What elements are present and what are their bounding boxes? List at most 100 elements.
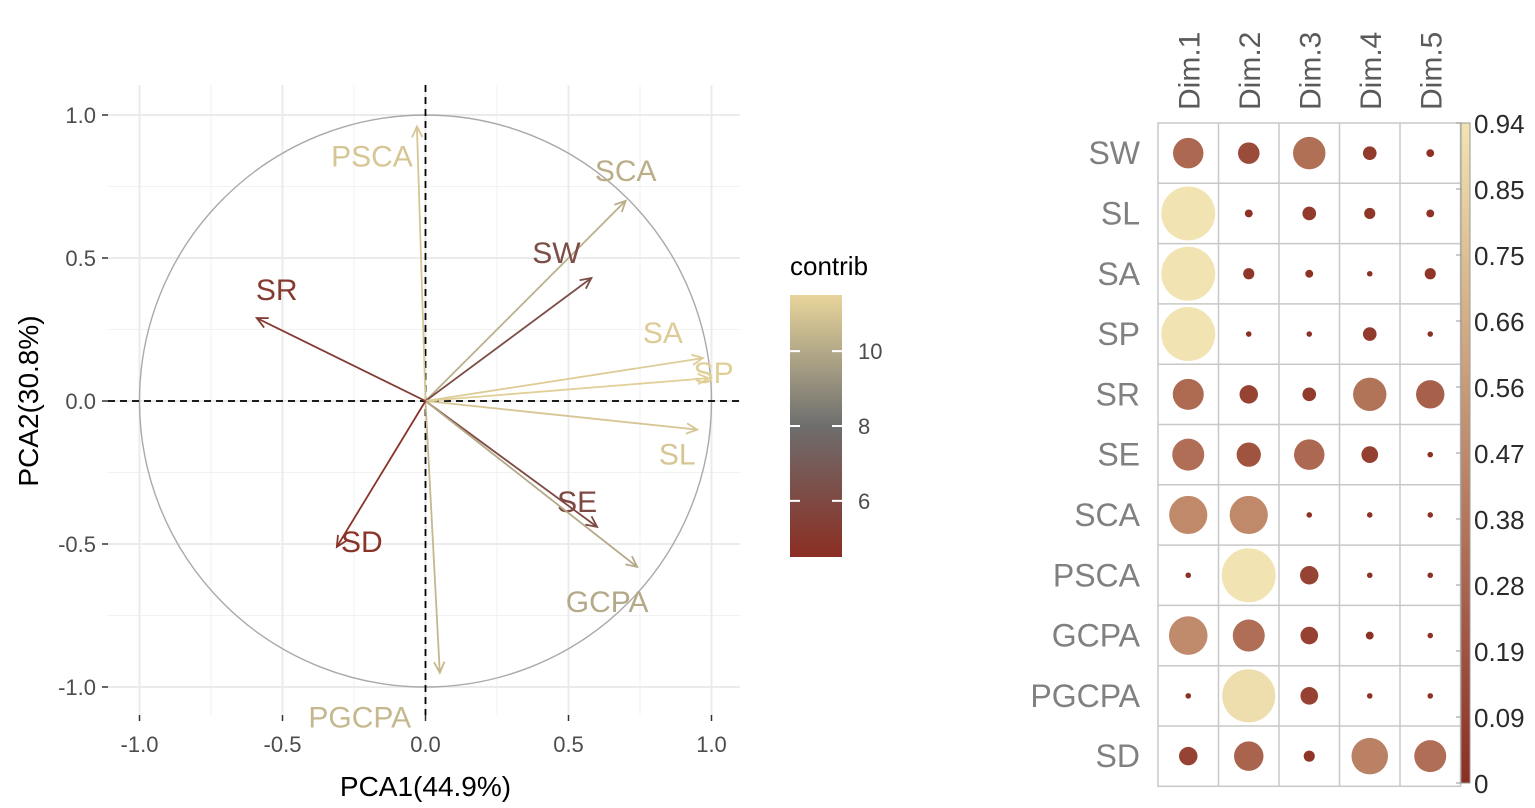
correlation-dot [1237, 142, 1260, 164]
correlation-dot [1427, 451, 1434, 458]
row-label: SL [1101, 195, 1140, 231]
correlation-dot [1172, 438, 1205, 471]
correlation-dot [1427, 512, 1434, 518]
correlation-dot [1362, 327, 1377, 341]
column-label: Dim.3 [1294, 32, 1327, 110]
correlation-dot [1300, 566, 1319, 585]
row-label: SW [1088, 135, 1140, 171]
correlation-dot [1244, 209, 1253, 218]
correlation-dot [1427, 632, 1434, 639]
x-tick-label: 0.0 [410, 732, 441, 757]
row-label: PGCPA [1030, 678, 1140, 714]
vector-arrow [424, 400, 638, 568]
correlation-dot [1427, 331, 1434, 337]
column-label: Dim.1 [1173, 32, 1206, 110]
correlation-dot [1427, 572, 1434, 579]
correlation-dot [1424, 268, 1436, 280]
colorbar-tick-label: 0.85 [1474, 175, 1525, 205]
legend-title: contrib [790, 251, 868, 281]
correlation-dot [1366, 512, 1373, 518]
y-tick-label: -0.5 [58, 532, 96, 557]
correlation-dot [1229, 495, 1268, 535]
correlation-dot [1221, 548, 1276, 603]
arrow-head [585, 515, 599, 529]
vector-arrow [424, 400, 441, 673]
correlation-dot [1303, 750, 1315, 762]
vector-label: SR [256, 274, 298, 307]
arrow-head [254, 317, 269, 329]
vector-label: PSCA [331, 140, 413, 173]
vector-arrow [425, 377, 709, 402]
correlation-dot [1185, 572, 1192, 579]
correlation-dot [1353, 377, 1387, 412]
legend-tick-label: 10 [858, 339, 882, 364]
vector-label: SA [643, 317, 683, 350]
arrow-head [411, 124, 424, 138]
row-label: SE [1097, 437, 1140, 473]
arrow-head [625, 555, 639, 569]
correlation-dot [1366, 270, 1373, 277]
correlation-dot [1351, 737, 1389, 775]
correlation-dot [1362, 146, 1377, 160]
row-label: SCA [1074, 497, 1140, 533]
row-label: SA [1097, 256, 1140, 292]
correlation-dot [1161, 307, 1216, 362]
vector-arrow [424, 277, 592, 402]
correlation-dot [1161, 246, 1216, 301]
colorbar-tick-label: 0.66 [1474, 307, 1525, 337]
row-label: SD [1096, 738, 1140, 774]
vector-arrow [424, 200, 627, 402]
colorbar-tick-label: 0.94 [1474, 109, 1525, 139]
arrow-head [691, 353, 705, 366]
correlation-dot [1236, 442, 1261, 467]
vector-arrow [424, 400, 598, 528]
y-tick-label: 0.5 [65, 246, 96, 271]
colorbar-tick-label: 0 [1474, 769, 1488, 799]
correlation-dot [1427, 693, 1434, 699]
correlation-dot [1364, 207, 1376, 220]
correlation-dot [1243, 268, 1255, 280]
correlation-dot [1414, 740, 1447, 773]
correlation-dot [1426, 149, 1435, 158]
vector-arrow [336, 400, 427, 548]
colorbar-tick-label: 0.19 [1474, 637, 1525, 667]
correlation-dot [1300, 687, 1319, 705]
correlation-dot [1179, 746, 1198, 766]
legend-tick-label: 6 [858, 489, 870, 514]
vector-label: SW [532, 237, 581, 270]
arrow-head [579, 276, 594, 290]
colorbar-tick-label: 0.75 [1474, 241, 1525, 271]
correlation-dot [1222, 669, 1276, 723]
correlation-dot [1426, 209, 1435, 218]
correlation-plot: Dim.1 Dim.2 Dim.3 Dim.4 Dim.5 SW SL SA SP SR SE SCA… [1030, 32, 1524, 799]
correlation-dot [1168, 616, 1208, 655]
correlation-dot [1302, 387, 1317, 402]
vector-label: GCPA [566, 586, 649, 619]
row-label: PSCA [1053, 557, 1141, 593]
row-label: GCPA [1052, 618, 1141, 654]
vector-arrow [425, 357, 704, 402]
column-label: Dim.2 [1234, 32, 1267, 110]
correlation-dot [1239, 385, 1258, 404]
y-axis-title: PCA2(30.8%) [13, 315, 44, 486]
arrow-head [433, 661, 446, 675]
correlation-dot [1306, 512, 1313, 518]
x-tick-label: 0.5 [553, 732, 584, 757]
correlation-dot [1306, 331, 1313, 337]
y-tick-label: 0.0 [65, 389, 96, 414]
vector-label: SL [659, 439, 696, 472]
colorbar [1460, 122, 1471, 784]
correlation-dot [1293, 439, 1325, 470]
vector-label: SE [557, 486, 597, 519]
row-label: SR [1096, 376, 1140, 412]
correlation-dot [1245, 331, 1252, 337]
colorbar-tick-label: 0.28 [1474, 571, 1525, 601]
correlation-dot [1361, 446, 1379, 464]
arrow-head [614, 199, 628, 213]
vector-arrow [425, 400, 698, 431]
vector-label: PGCPA [308, 702, 411, 735]
arrow-head [685, 422, 700, 435]
vector-label: SD [341, 526, 383, 559]
vector-arrow [256, 317, 426, 402]
